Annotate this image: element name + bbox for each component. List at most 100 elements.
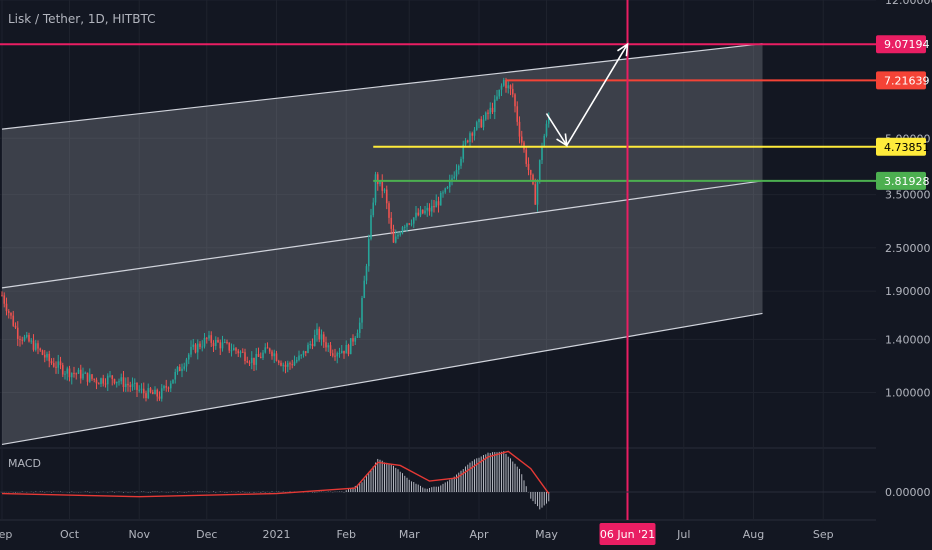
channel-upper-line[interactable]	[1, 43, 763, 130]
candle-body	[194, 344, 197, 353]
candle-body	[493, 99, 496, 113]
candle-body	[75, 373, 78, 375]
candle-body	[457, 165, 460, 170]
candle-body	[466, 140, 469, 142]
candle-body	[174, 372, 177, 380]
candle-body	[511, 88, 514, 95]
candle-body	[325, 342, 327, 348]
horizontal-levels	[0, 43, 876, 182]
candle-body	[187, 354, 190, 360]
candle-body	[154, 389, 156, 395]
candle-body	[284, 364, 287, 367]
x-tick-label: Feb	[337, 528, 356, 541]
candle-body	[397, 234, 399, 237]
candle-body	[311, 343, 314, 346]
candle-body	[525, 149, 528, 164]
candle-body	[66, 368, 69, 374]
candle-body	[309, 343, 312, 345]
candle-body	[349, 338, 352, 355]
candle-body	[385, 189, 388, 204]
x-tick-label: 2021	[263, 528, 291, 541]
candle-body	[100, 378, 102, 385]
candle-body	[3, 295, 6, 304]
candle-body	[543, 135, 546, 148]
candle-body	[23, 336, 26, 341]
price-axis: 12.000005.000003.500002.500001.900001.40…	[876, 0, 932, 400]
candle-body	[381, 180, 384, 191]
candle-body	[275, 353, 278, 361]
candle-body	[102, 378, 105, 384]
candle-body	[271, 351, 273, 357]
candle-body	[246, 361, 249, 363]
candle-body	[16, 327, 19, 339]
candle-body	[365, 266, 368, 281]
macd-label[interactable]: MACD	[8, 457, 41, 470]
candle-body	[201, 346, 204, 348]
candle-body	[280, 362, 282, 366]
candle-body	[379, 180, 381, 185]
candle-body	[77, 369, 80, 374]
candle-body	[210, 335, 213, 343]
y-tick-label: 2.50000	[885, 242, 931, 255]
candle-body	[145, 393, 147, 399]
candle-body	[118, 381, 120, 383]
x-tick-label: Sep	[0, 528, 12, 541]
candle-body	[241, 351, 244, 353]
candle-body	[109, 375, 111, 377]
candle-body	[363, 280, 366, 299]
candle-body	[214, 340, 217, 347]
candle-body	[208, 335, 210, 339]
candle-body	[383, 189, 386, 191]
candle-body	[183, 366, 186, 369]
candle-body	[433, 206, 435, 208]
candle-body	[469, 133, 471, 142]
candle-body	[340, 350, 343, 353]
candle-body	[7, 311, 10, 313]
level-price-text: 3.81928	[884, 175, 930, 188]
candle-body	[502, 79, 505, 86]
candle-body	[487, 112, 489, 114]
candle-body	[192, 344, 195, 347]
candle-body	[176, 366, 179, 373]
candle-body	[547, 117, 550, 124]
candle-body	[491, 107, 494, 113]
candle-body	[408, 223, 411, 225]
candle-body	[291, 364, 294, 366]
candle-body	[532, 174, 534, 185]
candle-body	[106, 375, 109, 385]
x-tick-label: Apr	[469, 528, 489, 541]
candle-body	[534, 184, 537, 205]
level-price-tag	[876, 171, 926, 190]
candle-body	[136, 382, 138, 390]
candle-body	[277, 360, 280, 363]
candle-body	[444, 188, 447, 193]
candle-body	[185, 359, 188, 367]
candle-body	[392, 228, 395, 243]
candle-body	[334, 355, 336, 357]
candle-body	[199, 343, 201, 347]
candle-body	[91, 374, 93, 379]
candle-body	[295, 359, 298, 362]
candle-body	[95, 379, 98, 384]
candle-body	[52, 363, 55, 367]
candle-body	[318, 328, 321, 340]
candle-body	[336, 353, 339, 357]
candle-body	[475, 122, 478, 130]
candle-body	[221, 342, 224, 349]
symbol-title[interactable]: Lisk / Tether, 1D, HITBTC	[8, 12, 155, 26]
candle-body	[394, 236, 397, 243]
candle-body	[43, 354, 46, 358]
candle-body	[460, 158, 462, 166]
candle-body	[41, 350, 44, 355]
channel-lower-line[interactable]	[1, 312, 763, 446]
candle-body	[39, 348, 42, 351]
channel-middle-line[interactable]	[1, 180, 763, 289]
candle-body	[232, 348, 235, 351]
candle-body	[516, 106, 519, 122]
candle-body	[412, 217, 415, 224]
candle-body	[259, 356, 262, 358]
candle-body	[257, 353, 260, 357]
candle-body	[302, 351, 305, 355]
